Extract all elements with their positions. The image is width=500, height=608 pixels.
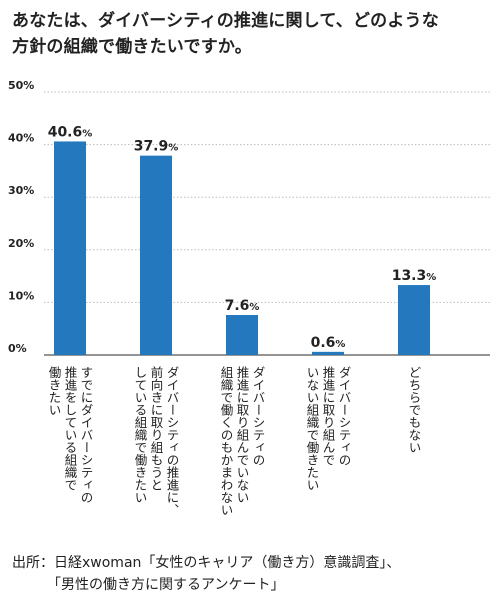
source-line-1: 出所：日経xwoman「女性のキャリア（働き方）意識調査」、 [12,555,401,571]
y-tick-label: 0% [8,342,27,355]
bar-chart: 0% 10% 20% 30% 40% 50% 40.6% 37.9% 7.6% 0.6% 13.3… [8,79,490,516]
bar [140,155,172,355]
category-label-column: 働きたい [47,366,62,416]
category-label-column: 推進をしている組織で [63,366,78,491]
value-label: 13.3% [392,268,437,284]
title-line-1: あなたは、ダイバーシティの推進に関して、どのような [12,11,439,31]
value-labels: 40.6% 37.9% 7.6% 0.6% 13.3% [48,124,437,350]
value-label: 37.9% [134,139,179,155]
y-axis-ticks: 0% 10% 20% 30% 40% 50% [8,79,34,355]
value-label: 0.6% [311,335,346,351]
category-label: どちらでもない [407,366,422,454]
y-tick-label: 10% [8,289,34,302]
y-tick-label: 30% [8,184,34,197]
category-label-column: どちらでもない [407,366,422,454]
bar [398,285,430,355]
source-line-2: 「男性の働き方に関するアンケート」 [12,577,285,593]
chart-title: あなたは、ダイバーシティの推進に関して、どのような 方針の組織で働きたいですか。 [12,8,490,60]
y-tick-label: 50% [8,79,34,92]
category-label-column: ダイバーシティの推進に、 [165,366,180,516]
bar [226,315,258,355]
y-tick-label: 40% [8,132,34,145]
category-label-column: 前向きに取り組もうと [149,365,164,491]
category-label-column: すでにダイバーシティの [79,366,94,504]
category-label-column: 推進に取り組んでいない [235,366,250,504]
bar [312,351,344,355]
category-label-column: 組織で働くのもかまわない [219,366,234,516]
value-label: 40.6% [48,124,93,140]
category-label-column: いない組織で働きたい [305,366,320,491]
category-label-column: している組織で働きたい [133,366,148,504]
category-label-column: ダイバーシティの [337,366,352,466]
category-label-column: ダイバーシティの [251,366,266,466]
source-note: 出所：日経xwoman「女性のキャリア（働き方）意識調査」、 「男性の働き方に関… [12,552,492,596]
value-label: 7.6% [225,298,260,314]
bars [54,141,430,355]
title-line-2: 方針の組織で働きたいですか。 [12,37,252,57]
category-label-column: 推進に取り組んで [321,366,336,466]
y-tick-label: 20% [8,237,34,250]
bar [54,141,86,355]
